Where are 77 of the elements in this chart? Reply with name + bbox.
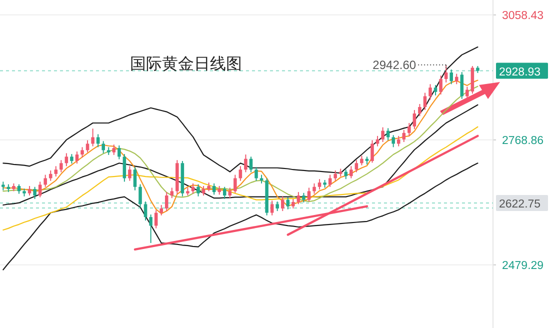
candlestick [328,174,332,188]
candlestick [439,75,442,96]
line-series [2,126,478,231]
candlestick [160,204,163,216]
candlestick [112,144,116,156]
candlestick [28,186,32,196]
candlestick [244,154,248,173]
candlestick [302,192,306,203]
candlestick [128,166,132,182]
candlestick [418,104,422,117]
candlestick [144,201,148,222]
candlestick [423,92,427,111]
candlestick [60,160,63,173]
candlestick [70,154,74,164]
candlestick [270,200,274,216]
candlestick [450,68,453,85]
text: 国际黄金日线图 [130,55,242,73]
candlestick [318,178,322,190]
candlestick [75,150,79,164]
candlestick [286,196,290,210]
y-tick-label: 2479.29 [502,260,544,272]
candlestick [222,186,226,200]
candlestick [466,86,469,100]
line-series [2,104,478,206]
ref-line-label: 2928.93 [499,66,541,78]
candlestick [280,196,284,212]
annotation: 2942.60 [372,58,416,72]
candlestick [196,184,200,197]
candlestick [228,187,232,199]
candlestick [38,181,42,198]
candlestick [454,73,458,85]
candlestick [96,134,100,148]
candlestick [102,140,105,154]
candlestick [254,166,258,182]
candlestick [122,154,126,182]
candlestick [238,166,242,182]
candlestick [434,84,438,96]
candlestick [44,174,47,188]
candlestick [164,192,168,212]
candlestick [460,72,464,100]
candlestick [334,170,337,182]
candlestick [470,66,474,94]
line-series [2,162,478,270]
candlestick [360,155,364,166]
candlestick [276,201,279,212]
candlestick [80,146,84,158]
candlestick [149,214,152,244]
candlestick [118,144,121,160]
candlestick [292,198,295,209]
candlestick [428,84,432,100]
candlestick [64,152,68,167]
candlestick [86,140,90,153]
candlestick [33,186,36,200]
y-tick-label: 3058.43 [502,10,544,22]
candlestick [412,110,416,130]
candlestick [370,140,374,164]
candlestick [133,166,137,191]
candlestick [48,170,52,182]
candlestick [234,174,237,194]
y-tick-label: 2768.86 [502,134,544,147]
candlestick [54,166,58,178]
candlestick [91,128,94,147]
candlestick [312,182,316,194]
candlestick [138,184,142,208]
candlestick [354,160,358,173]
ref-line-label: 2622.75 [499,198,541,210]
candlestick [392,134,395,148]
candlestick [396,135,400,147]
candlestick [402,129,406,142]
candlestick [381,126,384,142]
candlestick [212,182,216,196]
candlestick [350,166,353,179]
candlestick [296,192,300,205]
candlestick [170,187,174,199]
candlestick [307,187,311,202]
candlestick [408,122,411,136]
candlestick [202,186,206,196]
